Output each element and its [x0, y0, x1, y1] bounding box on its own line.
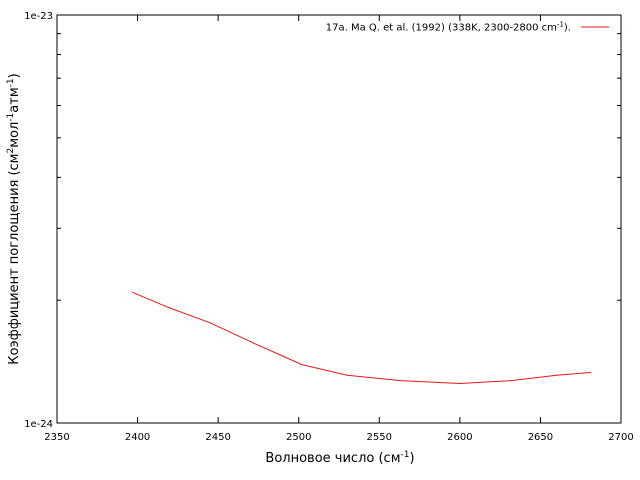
data-point: [252, 342, 255, 344]
x-tick-label: 2350: [44, 432, 69, 443]
legend-label-tail: ).: [564, 23, 571, 34]
y-tick-label: 1e-24: [24, 419, 53, 430]
x-axis-label-tail: ): [409, 451, 414, 466]
y-axis-label: Коэффициент поглощения (см2мол-1атм-1): [6, 73, 22, 364]
legend-label-sup: -1: [557, 21, 564, 29]
data-point: [132, 291, 134, 293]
axis-ticks: [56, 14, 622, 424]
data-point: [301, 364, 303, 366]
x-axis-label: Волновое число (см-1): [265, 450, 414, 466]
legend: 17a. Ma Q. et al. (1992) (338K, 2300-280…: [326, 21, 609, 34]
x-axis-label-text: Волновое число (см: [265, 451, 400, 466]
plot-frame: [56, 14, 622, 424]
y-axis-label-sup: 2: [6, 148, 16, 154]
data-point: [459, 382, 461, 385]
legend-label: 17a. Ma Q. et al. (1992) (338K, 2300-280…: [326, 21, 571, 34]
data-point: [167, 306, 169, 309]
data-point: [399, 380, 401, 382]
y-axis-label-sup: -1: [6, 113, 16, 122]
y-axis-label-text: ): [7, 73, 22, 78]
x-axis-label-sup: -1: [401, 450, 410, 460]
x-tick-label: 2450: [205, 432, 230, 443]
x-tick-label: 2650: [528, 432, 553, 443]
data-point: [589, 371, 591, 374]
data-point: [346, 374, 348, 376]
x-tick-label: 2400: [125, 432, 150, 443]
data-point: [209, 322, 211, 324]
y-axis-label-text: атм: [7, 87, 22, 112]
data-point: [555, 374, 558, 376]
x-tick-label: 2500: [286, 432, 311, 443]
x-tick-label: 2700: [608, 432, 633, 443]
y-axis-label-text: мол: [7, 122, 22, 148]
y-axis-label-sup: -1: [6, 78, 16, 87]
y-tick-label: 1e-23: [24, 11, 53, 22]
y-axis-label-text: Коэффициент поглощения (см: [7, 154, 22, 365]
axes: [56, 14, 622, 424]
x-tick-label: 2600: [447, 432, 472, 443]
series-layer: [132, 291, 591, 385]
tick-labels: 2350 2400 2450 2500 2550 2600 2650 2700 1e-24 1e-…: [24, 11, 634, 443]
data-point: [510, 380, 513, 382]
x-tick-label: 2550: [367, 432, 392, 443]
legend-label-text: 17a. Ma Q. et al. (1992) (338K, 2300-280…: [326, 23, 557, 34]
